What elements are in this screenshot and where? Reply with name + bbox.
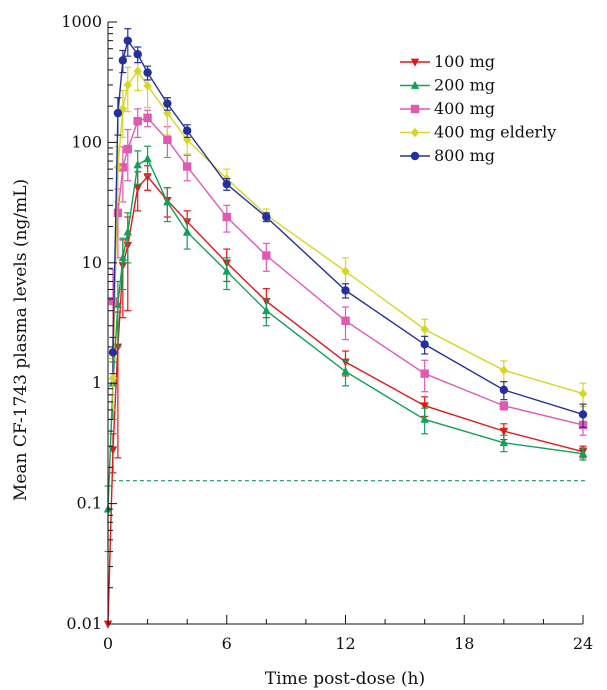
data-point [113,208,123,218]
legend-swatch-marker [410,127,420,138]
axes-layer: 0.01 0.1 1 10 100 1000 0 6 12 18 24 [61,12,593,653]
data-point [499,437,509,447]
data-point [133,160,142,169]
series-200-mg [103,145,588,553]
data-point [123,227,132,236]
legend-swatch-marker [410,80,420,89]
data-point [133,66,142,76]
data-point [103,620,113,629]
data-point [163,135,172,145]
data-point [123,144,132,154]
data-point [499,385,509,395]
legend: 100 mg 200 mg 400 mg 400 mg elderly 800 mg [400,52,556,165]
series-line [107,175,584,625]
data-point [133,184,142,193]
data-point [222,179,231,189]
x-tick-label: 24 [573,634,593,653]
data-point [113,162,123,173]
y-tick-label: 1000 [61,12,102,31]
y-tick-label: 0.01 [66,614,102,633]
legend-item: 400 mg elderly [400,123,556,142]
data-point [420,340,429,349]
data-point [262,212,271,222]
data-point [262,251,271,260]
series-line [112,70,584,395]
series-layer [103,28,588,629]
data-point [341,316,350,325]
legend-swatch-marker [410,151,420,161]
data-point [108,348,118,357]
legend-item: 800 mg [400,146,495,165]
series-800-mg [108,28,588,428]
data-point [499,401,509,410]
data-point [341,266,350,276]
data-point [341,286,350,295]
data-point [499,427,509,436]
series-400-mg-elderly [108,56,588,411]
data-point [182,126,192,135]
data-point [499,365,509,375]
x-tick-label: 18 [454,634,474,653]
data-point [108,296,118,306]
data-point [163,99,172,108]
data-point [578,448,588,457]
data-point [222,212,231,222]
data-point [108,373,118,383]
data-point [118,253,128,262]
legend-label: 400 mg [434,99,495,118]
data-point [420,369,429,378]
data-point [113,108,123,118]
legend-label: 100 mg [434,52,495,71]
legend-item: 200 mg [400,76,495,95]
y-tick-label: 100 [71,132,102,151]
y-tick-label: 10 [82,253,102,272]
y-axis-title: Mean CF-1743 plasma levels (ng/mL) [11,179,31,501]
data-point [143,68,152,77]
data-point [163,197,172,206]
data-point [420,402,429,411]
data-point [341,366,350,375]
legend-item: 400 mg [400,99,495,118]
legend-swatch-marker [410,58,420,67]
y-tick-label: 1 [92,373,102,392]
data-point [143,113,152,123]
legend-label: 200 mg [434,76,495,95]
data-point [578,388,588,399]
data-point [222,266,231,275]
data-point [133,116,142,126]
data-point [113,299,123,308]
x-tick-label: 0 [103,634,113,653]
legend-item: 100 mg [400,52,495,71]
series-100-mg [103,165,588,629]
data-point [133,50,142,59]
data-point [123,36,132,45]
data-point [420,414,429,423]
data-point [578,410,588,419]
data-point [118,163,128,172]
x-tick-label: 12 [335,634,355,653]
y-tick-label: 0.1 [77,494,102,513]
legend-label: 800 mg [434,146,495,165]
data-point [262,305,271,315]
data-point [123,80,132,90]
data-point [143,81,152,91]
x-axis-title: Time post-dose (h) [265,669,425,689]
data-point [163,108,172,118]
data-point [182,162,192,171]
data-point [182,227,192,236]
legend-swatch-marker [410,104,420,114]
data-point [143,154,152,163]
legend-label: 400 mg elderly [434,123,556,142]
data-point [118,56,128,65]
data-point [420,324,429,335]
x-tick-label: 6 [222,634,232,653]
